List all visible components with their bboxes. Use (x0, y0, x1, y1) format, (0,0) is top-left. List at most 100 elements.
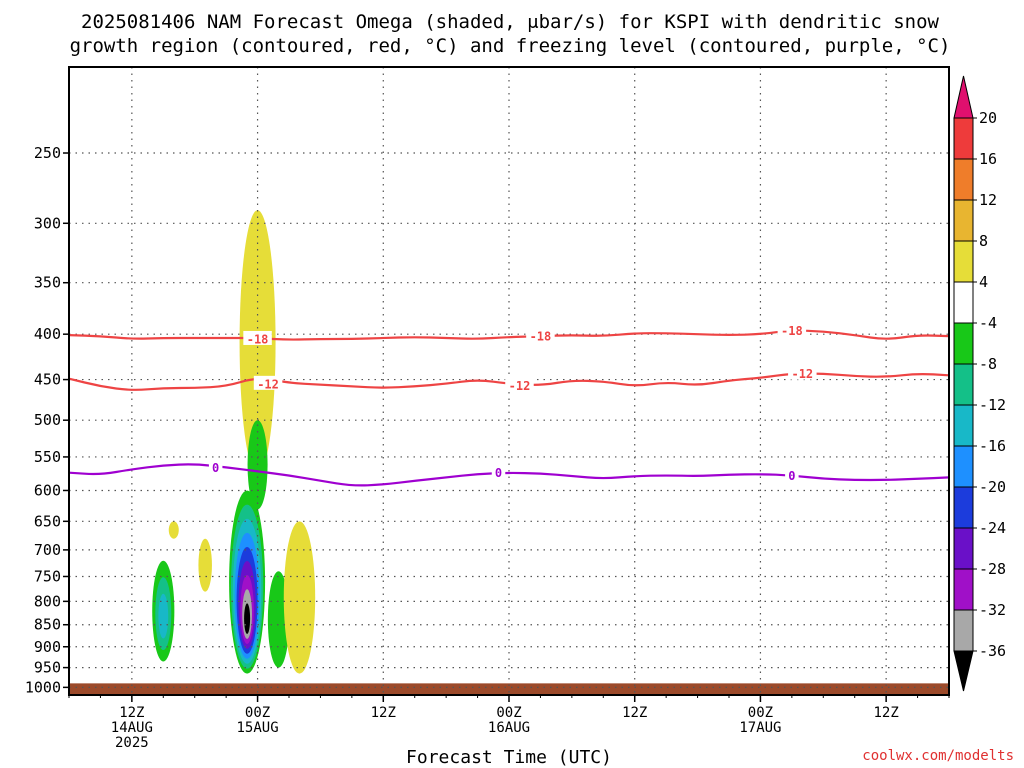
contour-label: 0 (495, 466, 502, 480)
colorbar-label: 12 (979, 191, 997, 209)
colorbar-bin (953, 117, 974, 160)
colorbar-bin (953, 199, 974, 242)
contour-label: 0 (788, 469, 795, 483)
omega-shade-level (198, 538, 212, 592)
omega-feature (198, 538, 212, 592)
colorbar-bin (953, 363, 974, 406)
y-tick-label: 950 (34, 659, 61, 677)
contour-line (68, 463, 950, 487)
y-tick-label: 850 (34, 616, 61, 634)
colorbar-label: -8 (979, 355, 997, 373)
colorbar-label: -20 (979, 478, 1006, 496)
source-credit: coolwx.com/modelts (862, 748, 1014, 764)
x-tick-label: 17AUG (739, 720, 781, 736)
chart-title-line2: growth region (contoured, red, °C) and f… (70, 35, 951, 57)
y-tick-label: 750 (34, 567, 61, 585)
colorbar-label: -36 (979, 642, 1006, 660)
colorbar-label: -4 (979, 314, 997, 332)
colorbar-label: 4 (979, 273, 988, 291)
x-tick-label: 00Z (748, 705, 773, 721)
contour-label-bg (785, 467, 799, 482)
x-tick-label: 12Z (873, 705, 898, 721)
colorbar-label: -12 (979, 396, 1006, 414)
colorbar-bin (953, 527, 974, 570)
colorbar-label: -32 (979, 601, 1006, 619)
colorbar-bin (953, 445, 974, 488)
contour-label: -12 (257, 377, 279, 391)
x-tick-label: 12Z (119, 705, 144, 721)
y-tick-label: 800 (34, 592, 61, 610)
contour-label-bg (208, 459, 223, 474)
colorbar-label: -16 (979, 437, 1006, 455)
x-tick-label: 12Z (371, 705, 396, 721)
x-tick-label: 15AUG (236, 720, 278, 736)
x-tick-label: 12Z (622, 705, 647, 721)
y-tick-label: 350 (34, 274, 61, 292)
omega-shading (152, 210, 316, 674)
contour-label: -18 (247, 332, 269, 346)
x-tick-label: 16AUG (488, 720, 530, 736)
contour-labels: -18 -18 -18 -12 -12 -12 0 0 0 (208, 322, 817, 483)
contour-label-bg (788, 365, 817, 380)
colorbar-bottom-arrow (953, 650, 974, 692)
colorbar-bin (953, 404, 974, 447)
y-tick-label: 550 (34, 448, 61, 466)
contour-label-bg (777, 322, 807, 337)
colorbar-bin (953, 486, 974, 529)
y-tick-label: 400 (34, 325, 61, 343)
colorbar-bin (953, 281, 974, 324)
omega-feature (168, 521, 179, 539)
colorbar-top-arrow (953, 75, 974, 119)
colorbar-label: -24 (979, 519, 1006, 537)
contour-label: 0 (212, 461, 219, 475)
y-axis: 250 300 350 400 450 500 550 600 650 700 750 800 850 9… (25, 144, 69, 696)
colorbar-label: 16 (979, 150, 997, 168)
x-axis-label: Forecast Time (UTC) (406, 747, 612, 768)
ground-layer (69, 683, 949, 695)
colorbar-label: 20 (979, 109, 997, 127)
contour-label-bg (243, 330, 272, 345)
colorbar-bin (953, 158, 974, 201)
y-tick-label: 300 (34, 214, 61, 232)
omega-feature (152, 560, 175, 662)
x-tick-label: 14AUG (111, 720, 153, 736)
contour-label: -12 (791, 367, 813, 381)
chart-title-line1: 2025081406 NAM Forecast Omega (shaded, μ… (81, 11, 939, 33)
ground-fill (69, 683, 949, 695)
colorbar-bin (953, 609, 974, 652)
omega-shade-level (158, 593, 169, 639)
grid-lines (69, 67, 949, 695)
colorbar-label: -28 (979, 560, 1006, 578)
y-tick-label: 600 (34, 481, 61, 499)
contour-label-bg (526, 328, 555, 343)
x-tick-label: 00Z (245, 705, 270, 721)
contour-label-bg (491, 464, 506, 479)
omega-feature (229, 490, 266, 674)
contour-label: -12 (509, 379, 531, 393)
x-tick-label: 2025 (115, 735, 149, 751)
colorbar: 20 16 12 8 4 -4 -8 -12 -16 -20 -24 -28 -32 -36 (953, 75, 1006, 692)
omega-feature (283, 521, 316, 674)
colorbar-bin (953, 322, 974, 365)
colorbar-bin (953, 240, 974, 283)
omega-shade-level (168, 521, 179, 539)
y-tick-label: 700 (34, 541, 61, 559)
colorbar-bin (953, 568, 974, 611)
omega-shade-level (283, 521, 316, 674)
y-tick-label: 500 (34, 411, 61, 429)
y-tick-label: 450 (34, 371, 61, 389)
y-tick-label: 900 (34, 638, 61, 656)
contour-label-bg (253, 375, 283, 390)
y-tick-label: 250 (34, 144, 61, 162)
contour-label-bg (505, 377, 534, 392)
y-tick-label: 650 (34, 512, 61, 530)
colorbar-label: 8 (979, 232, 988, 250)
omega-shade-level (244, 603, 251, 634)
contour-line (68, 329, 950, 341)
y-tick-label: 1000 (25, 678, 61, 696)
contour-label: -18 (781, 324, 803, 338)
x-tick-label: 00Z (496, 705, 521, 721)
contour-label: -18 (530, 330, 552, 344)
